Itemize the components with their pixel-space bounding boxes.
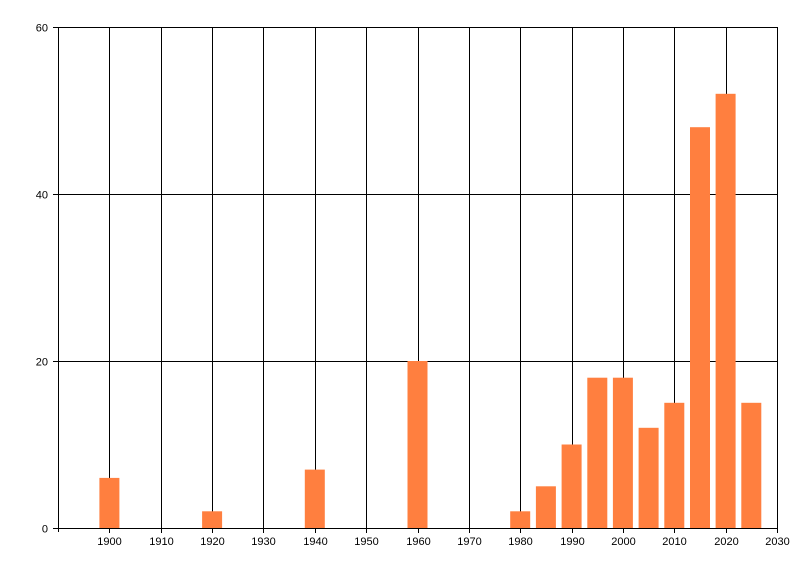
- bar: [535, 486, 556, 529]
- bar: [664, 402, 685, 529]
- bar: [561, 444, 582, 528]
- y-tick-label: 60: [36, 23, 48, 35]
- bar: [407, 361, 428, 528]
- x-tick-label: 1910: [149, 536, 173, 548]
- x-tick-label: 2000: [611, 536, 635, 548]
- x-tick-label: 1970: [457, 536, 481, 548]
- bar: [612, 377, 633, 528]
- bar: [715, 93, 736, 529]
- x-tick-label: 1920: [200, 536, 224, 548]
- x-tick-label: 1960: [406, 536, 430, 548]
- bar: [690, 127, 710, 528]
- axes: [53, 27, 778, 533]
- bar: [202, 511, 223, 528]
- x-tick-label: 2020: [714, 536, 738, 548]
- x-tick-label: 1940: [303, 536, 327, 548]
- bar: [510, 511, 531, 528]
- x-tick-label: 2010: [662, 536, 686, 548]
- x-tick-label: 1980: [508, 536, 532, 548]
- y-tick-label: 40: [36, 190, 48, 202]
- x-tick-label: 1990: [560, 536, 584, 548]
- y-tick-label: 20: [36, 357, 48, 369]
- bar: [99, 477, 120, 528]
- bars: [99, 93, 762, 529]
- y-tick-label: 0: [42, 524, 48, 536]
- x-tick-label: 1930: [251, 536, 275, 548]
- x-tick-label: 1950: [354, 536, 378, 548]
- bar: [638, 427, 659, 528]
- bar: [587, 377, 608, 528]
- tick-labels: 0 20 40 60 1900 1910 1920 1930 1940 1950 1960 1970 1…: [36, 23, 790, 549]
- bar: [741, 402, 762, 529]
- x-tick-label: 1900: [97, 536, 121, 548]
- bar: [304, 469, 325, 528]
- x-tick-label: 2030: [765, 536, 789, 548]
